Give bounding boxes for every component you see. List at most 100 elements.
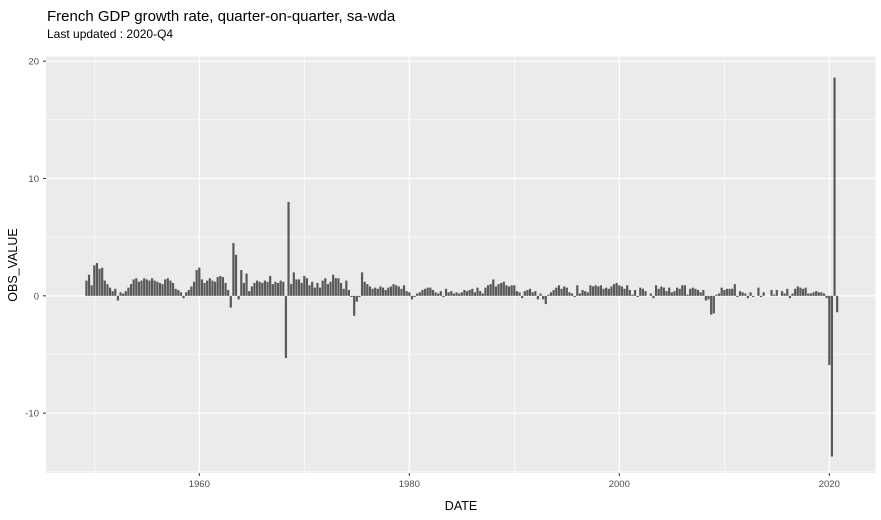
- bar: [182, 295, 185, 299]
- bar: [284, 295, 288, 359]
- bar: [557, 285, 561, 296]
- bar: [752, 295, 755, 298]
- bar: [479, 291, 482, 296]
- bar: [631, 294, 634, 296]
- bar: [208, 278, 211, 296]
- bar: [101, 267, 104, 296]
- bar: [615, 282, 618, 296]
- bar: [465, 291, 469, 296]
- bar: [405, 291, 408, 296]
- bar: [623, 288, 626, 296]
- bar: [271, 284, 274, 296]
- bar: [552, 289, 555, 296]
- bar: [549, 292, 553, 296]
- bar: [93, 265, 96, 296]
- bar: [234, 254, 238, 296]
- bar: [626, 285, 629, 296]
- bar: [773, 294, 776, 296]
- bar: [258, 281, 261, 296]
- bar: [261, 282, 264, 296]
- bar: [332, 274, 335, 296]
- bar: [227, 289, 230, 296]
- bar: [200, 279, 204, 296]
- bar: [770, 289, 773, 296]
- bar: [542, 295, 545, 300]
- bar: [788, 295, 792, 299]
- bar: [463, 289, 466, 296]
- bar: [295, 279, 298, 296]
- bar: [696, 289, 700, 296]
- y-tick-label: -10: [25, 409, 39, 420]
- bar: [536, 295, 540, 300]
- bar: [206, 280, 209, 296]
- bar: [455, 292, 458, 296]
- bar: [547, 294, 550, 296]
- bar: [158, 282, 162, 296]
- bar: [607, 288, 610, 296]
- bar: [828, 295, 831, 366]
- bar: [150, 278, 154, 296]
- bar: [140, 280, 143, 296]
- bar: [313, 287, 316, 296]
- bar: [148, 280, 151, 296]
- bar: [468, 289, 471, 296]
- bar: [689, 288, 692, 296]
- bar: [114, 288, 117, 296]
- bar: [85, 280, 88, 296]
- bar: [783, 293, 786, 296]
- bar: [98, 268, 101, 296]
- bar: [253, 282, 256, 296]
- bar: [544, 295, 547, 305]
- bar: [825, 295, 828, 299]
- bar: [416, 293, 419, 296]
- bar: [219, 275, 222, 296]
- bar: [442, 295, 445, 298]
- bar: [597, 286, 600, 296]
- bar: [347, 289, 351, 296]
- bar: [111, 291, 114, 296]
- bar: [573, 295, 576, 298]
- bar: [720, 287, 723, 296]
- bar: [384, 289, 387, 296]
- bar: [192, 281, 196, 296]
- bar: [198, 267, 201, 296]
- bar: [276, 282, 280, 296]
- bar: [397, 286, 400, 296]
- bar: [263, 280, 267, 296]
- bar: [581, 289, 584, 296]
- bar: [794, 288, 797, 296]
- bar: [156, 281, 159, 296]
- bar: [213, 281, 217, 296]
- bar: [780, 291, 784, 296]
- bar: [444, 288, 448, 296]
- bar: [389, 286, 393, 296]
- bar: [589, 285, 592, 296]
- bar: [355, 295, 358, 302]
- bar: [731, 288, 734, 296]
- bar: [458, 293, 461, 296]
- bar: [329, 281, 332, 296]
- bar: [337, 278, 340, 296]
- bar: [363, 281, 366, 296]
- bar: [594, 285, 597, 296]
- bar: [678, 288, 681, 296]
- bar: [657, 288, 660, 296]
- bar: [746, 295, 750, 299]
- bar: [127, 287, 130, 296]
- bar: [203, 282, 206, 296]
- bar: [660, 286, 663, 296]
- bar: [833, 77, 836, 296]
- bar: [796, 286, 799, 296]
- bar: [124, 291, 127, 296]
- bar: [481, 293, 484, 296]
- bar: [135, 278, 138, 296]
- bar: [311, 281, 314, 296]
- bar: [699, 292, 702, 296]
- bar: [95, 262, 99, 296]
- bar: [116, 295, 120, 301]
- bar: [392, 284, 395, 296]
- x-tick-label: 1960: [189, 479, 210, 490]
- bar: [473, 292, 477, 296]
- bar: [725, 288, 729, 296]
- bar: [822, 293, 826, 296]
